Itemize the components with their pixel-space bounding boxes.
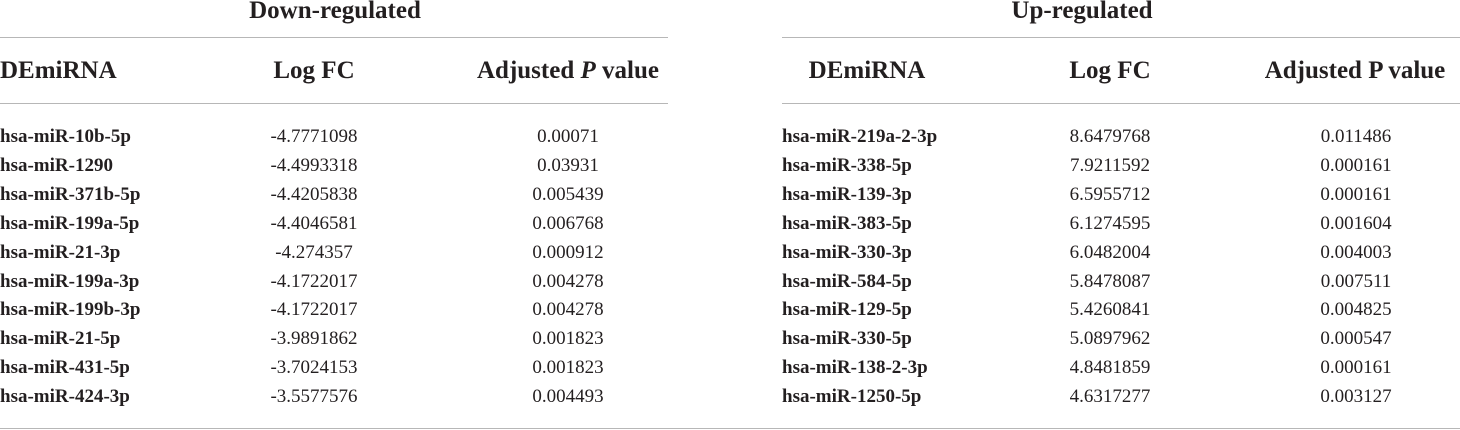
table-row: hsa-miR-431-5p -3.7024153 0.001823 (0, 353, 1460, 382)
mirna-name-cell: hsa-miR-21-5p (0, 328, 121, 350)
mirna-name-cell: hsa-miR-199a-3p (0, 270, 140, 292)
table-row: hsa-miR-10b-5p -4.7771098 0.00071 (0, 122, 1460, 151)
up-header-logfc: Log FC (1069, 57, 1151, 84)
mirna-name-cell: hsa-miR-1250-5p (782, 386, 922, 408)
adjusted-p-cell: 0.000912 (532, 241, 604, 263)
table-row: hsa-miR-21-5p -3.9891862 0.001823 (0, 324, 1460, 353)
logfc-cell: 5.4260841 (1069, 299, 1151, 321)
logfc-cell: 4.8481859 (1069, 357, 1151, 379)
table-row: hsa-miR-199b-3p -4.1722017 0.004278 (0, 295, 1460, 324)
logfc-cell: 7.9211592 (1069, 154, 1151, 176)
mirna-name-cell: hsa-miR-584-5p (782, 270, 912, 292)
down-header-demirna: DEmiRNA (0, 57, 117, 84)
mirna-name-cell: hsa-miR-330-5p (782, 328, 912, 350)
table-row: hsa-miR-129-5p 5.4260841 0.004825 (0, 295, 1460, 324)
adjusted-p-cell: 0.004003 (1320, 241, 1392, 263)
mirna-name-cell: hsa-miR-199a-5p (0, 212, 140, 234)
adjusted-p-cell: 0.001823 (532, 328, 604, 350)
down-group-rule (0, 37, 668, 38)
mirna-name-cell: hsa-miR-424-3p (0, 386, 130, 408)
down-header-adjusted-p-suffix: value (595, 57, 659, 84)
mirna-name-cell: hsa-miR-138-2-3p (782, 357, 928, 379)
adjusted-p-cell: 0.011486 (1320, 126, 1392, 147)
logfc-cell: 6.0482004 (1069, 241, 1151, 263)
logfc-cell: -4.4205838 (270, 183, 358, 205)
down-header-logfc: Log FC (273, 57, 355, 84)
table-row: hsa-miR-338-5p 7.9211592 0.000161 (0, 151, 1460, 180)
mirna-name-cell: hsa-miR-338-5p (782, 154, 912, 176)
mirna-name-cell: hsa-miR-1290 (0, 154, 113, 176)
mirna-name-cell: hsa-miR-21-3p (0, 241, 121, 263)
mirna-name-cell: hsa-miR-10b-5p (0, 126, 131, 147)
logfc-cell: -4.4046581 (270, 212, 358, 234)
adjusted-p-cell: 0.000161 (1320, 357, 1392, 379)
adjusted-p-cell: 0.000161 (1320, 154, 1392, 176)
down-regulated-title: Down-regulated (249, 0, 421, 24)
table-row: hsa-miR-584-5p 5.8478087 0.007511 (0, 267, 1460, 296)
logfc-cell: -3.5577576 (270, 386, 358, 408)
mirna-name-cell: hsa-miR-219a-2-3p (782, 126, 938, 147)
logfc-cell: -3.7024153 (270, 357, 358, 379)
table-row: hsa-miR-330-3p 6.0482004 0.004003 (0, 238, 1460, 267)
logfc-cell: -4.7771098 (270, 126, 358, 147)
logfc-cell: -4.274357 (275, 241, 353, 263)
table-row: hsa-miR-1290 -4.4993318 0.03931 (0, 151, 1460, 180)
logfc-cell: 5.8478087 (1069, 270, 1151, 292)
up-group-rule (782, 37, 1460, 38)
adjusted-p-cell: 0.004278 (532, 299, 604, 321)
adjusted-p-cell: 0.000547 (1320, 328, 1392, 350)
adjusted-p-cell: 0.004278 (532, 270, 604, 292)
table-row: hsa-miR-424-3p -3.5577576 0.004493 (0, 382, 1460, 411)
logfc-cell: -4.4993318 (270, 154, 358, 176)
logfc-cell: 5.0897962 (1069, 328, 1151, 350)
mirna-name-cell: hsa-miR-371b-5p (0, 183, 141, 205)
adjusted-p-cell: 0.007511 (1320, 270, 1392, 292)
table-row: hsa-miR-383-5p 6.1274595 0.001604 (0, 209, 1460, 238)
table-row: hsa-miR-139-3p 6.5955712 0.000161 (0, 180, 1460, 209)
logfc-cell: 6.1274595 (1069, 212, 1151, 234)
mirna-name-cell: hsa-miR-129-5p (782, 299, 912, 321)
mirna-name-cell: hsa-miR-139-3p (782, 183, 912, 205)
table-bottom-rule (0, 428, 1460, 429)
logfc-cell: 6.5955712 (1069, 183, 1151, 205)
adjusted-p-cell: 0.004493 (532, 386, 604, 408)
adjusted-p-cell: 0.006768 (532, 212, 604, 234)
adjusted-p-cell: 0.000161 (1320, 183, 1392, 205)
adjusted-p-cell: 0.00071 (537, 126, 599, 147)
adjusted-p-cell: 0.005439 (532, 183, 604, 205)
up-header-demirna: DEmiRNA (808, 57, 926, 84)
logfc-cell: -3.9891862 (270, 328, 358, 350)
logfc-cell: 4.6317277 (1069, 386, 1151, 408)
table-row: hsa-miR-1250-5p 4.6317277 0.003127 (0, 382, 1460, 411)
mirna-name-cell: hsa-miR-383-5p (782, 212, 912, 234)
down-header-adjusted-p-prefix: Adjusted (477, 57, 581, 84)
table-row: hsa-miR-138-2-3p 4.8481859 0.000161 (0, 353, 1460, 382)
table-row: hsa-miR-21-3p -4.274357 0.000912 (0, 238, 1460, 267)
table-row: hsa-miR-371b-5p -4.4205838 0.005439 (0, 180, 1460, 209)
up-regulated-title: Up-regulated (1011, 0, 1153, 24)
up-header-adjusted-p: Adjusted P value (1264, 57, 1446, 84)
adjusted-p-cell: 0.003127 (1320, 386, 1392, 408)
logfc-cell: 8.6479768 (1069, 126, 1151, 147)
table-row: hsa-miR-199a-3p -4.1722017 0.004278 (0, 267, 1460, 296)
down-header-adjusted-p-italic: P (580, 57, 596, 84)
up-header-rule (782, 103, 1460, 104)
mirna-name-cell: hsa-miR-330-3p (782, 241, 912, 263)
mirna-name-cell: hsa-miR-431-5p (0, 357, 130, 379)
down-header-rule (0, 103, 668, 104)
adjusted-p-cell: 0.001823 (532, 357, 604, 379)
table-row: hsa-miR-330-5p 5.0897962 0.000547 (0, 324, 1460, 353)
adjusted-p-cell: 0.03931 (537, 154, 599, 176)
logfc-cell: -4.1722017 (270, 270, 358, 292)
mirna-name-cell: hsa-miR-199b-3p (0, 299, 141, 321)
adjusted-p-cell: 0.004825 (1320, 299, 1392, 321)
logfc-cell: -4.1722017 (270, 299, 358, 321)
down-header-adjusted-p: Adjusted P value (463, 54, 673, 88)
table-row: hsa-miR-219a-2-3p 8.6479768 0.011486 (0, 122, 1460, 151)
table-row: hsa-miR-199a-5p -4.4046581 0.006768 (0, 209, 1460, 238)
adjusted-p-cell: 0.001604 (1320, 212, 1392, 234)
